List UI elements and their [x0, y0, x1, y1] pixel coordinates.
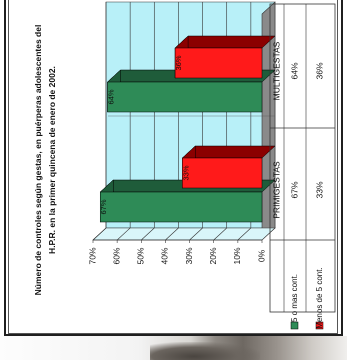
value-tick-label: 70% — [87, 247, 97, 264]
bar-data-label: 36% — [174, 55, 183, 70]
gridline-depth — [116, 227, 131, 241]
bar-1-1 — [174, 47, 263, 79]
photo-shadow — [150, 342, 260, 360]
value-tick-label: 10% — [232, 247, 242, 264]
data-table-frame — [269, 3, 336, 313]
legend-label-0: 5 o mas cont. — [290, 274, 299, 322]
data-table-value: 67% — [289, 181, 299, 198]
bar-top-0-1 — [181, 145, 276, 159]
category-label-1: MULTIGESTAS — [271, 41, 281, 100]
legend-swatch-0 — [290, 321, 299, 330]
chart-svg: 0% 10% 20% 30% 40% 50% 60% 70% 67% 33% 64% 36% PRIMI… — [87, 1, 336, 330]
data-table-value: 33% — [314, 181, 324, 198]
bar-data-label: 67% — [99, 199, 108, 214]
value-tick-label: 20% — [208, 247, 218, 264]
chart-inner-frame — [8, 0, 338, 334]
gridline-depth — [213, 227, 227, 241]
gridline-depth — [189, 227, 203, 241]
value-tick-label: 40% — [160, 247, 170, 264]
gridline-depth — [141, 227, 155, 241]
legend-swatch-1 — [315, 321, 324, 330]
category-label-0: PRIMIGESTAS — [271, 161, 281, 219]
bar-0-1 — [182, 157, 263, 189]
gridline-depth — [92, 227, 107, 241]
value-tick-label: 60% — [111, 247, 121, 264]
chart-side-wall — [92, 227, 276, 241]
gridline-depth — [165, 227, 179, 241]
bar-data-label: 64% — [106, 89, 115, 104]
data-table-value: 36% — [314, 62, 324, 79]
value-tick-label: 50% — [136, 247, 146, 264]
legend-label-1: Menos de 5 cont. — [315, 267, 324, 328]
bar-1-0 — [107, 81, 263, 113]
value-tick-label: 0% — [256, 249, 266, 262]
data-table-value: 64% — [289, 62, 299, 79]
bar-0-0 — [99, 191, 263, 223]
gridline-depth — [237, 227, 252, 241]
value-tick-label: 30% — [184, 247, 194, 264]
bar-data-label: 33% — [181, 165, 190, 180]
bar-top-1-1 — [174, 35, 276, 49]
